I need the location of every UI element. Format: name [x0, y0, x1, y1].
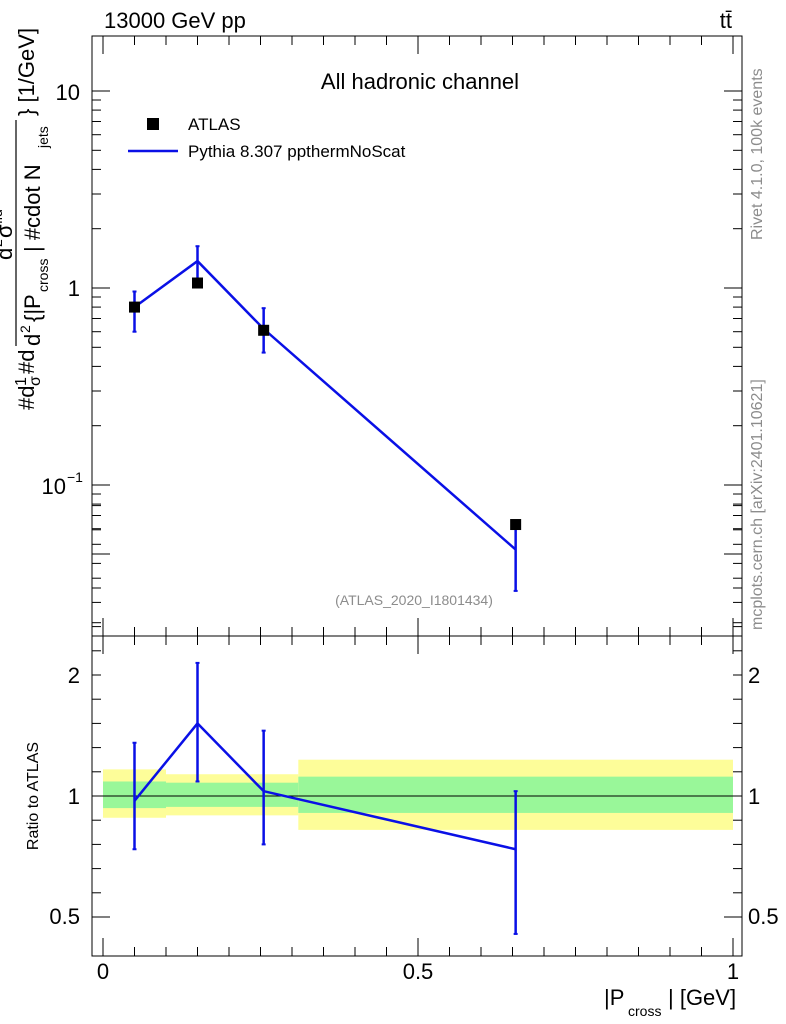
atlas-data-point: [258, 324, 270, 336]
ylabel-part-d1: #d: [14, 386, 39, 410]
source-label: mcplots.cern.ch [arXiv:2401.10621]: [749, 379, 766, 630]
mc-series-line: [133, 259, 517, 551]
ratio-axis-ticks: [92, 505, 742, 956]
atlas-data-point: [129, 301, 140, 313]
process-label: tt̄: [720, 8, 732, 33]
analysis-id-label: (ATLAS_2020_I1801434): [335, 592, 493, 608]
rivet-version-label: Rivet 4.1.0, 100k events: [749, 68, 766, 240]
ratio-y-tick-1-left: 1: [68, 784, 80, 809]
ylabel-part-units: } [1/GeV]: [14, 28, 39, 116]
ylabel-part-d2: #d: [14, 350, 39, 374]
ratio-y-axis-label: Ratio to ATLAS: [25, 742, 42, 850]
energy-label: 13000 GeV pp: [104, 8, 246, 33]
ratio-y-tick-0p5-left: 0.5: [49, 904, 80, 929]
ylabel-part-sq1: 2: [17, 325, 33, 333]
xlabel-part-p: |P: [604, 985, 624, 1010]
y-tick-label-0p1: 10: [42, 474, 66, 499]
main-y-axis-label: #d 1 σ #d d 2 {|P cross | #cdot N jets }…: [0, 28, 51, 410]
x-tick-0: 0: [97, 959, 109, 984]
main-plot-area: [129, 245, 522, 592]
x-tick-0p5: 0.5: [403, 959, 434, 984]
atlas-data-point: [510, 519, 522, 531]
ylabel-part-jets-sub: jets: [35, 126, 51, 149]
ylabel-part-d4: d: [0, 248, 17, 260]
x-tick-1: 1: [727, 959, 739, 984]
ratio-y-tick-1-right: 1: [748, 784, 760, 809]
ylabel-part-one: 1: [13, 377, 30, 386]
ylabel-part-d3: d: [20, 334, 45, 346]
y-tick-label-0p1-exponent: −1: [67, 469, 83, 485]
ylabel-part-fid: fid: [0, 209, 5, 224]
atlas-data-point: [192, 277, 203, 289]
ratio-plot-area: [92, 661, 742, 935]
y-tick-label-10: 10: [56, 80, 80, 105]
ylabel-part-cross-sub: cross: [35, 259, 51, 292]
ylabel-part-sq2: 2: [0, 239, 5, 247]
y-tick-label-1: 1: [68, 276, 80, 301]
ratio-y-tick-2-right: 2: [748, 663, 760, 688]
ylabel-part-cdot-n: | #cdot N: [20, 164, 45, 252]
ratio-y-tick-0p5-right: 0.5: [748, 904, 779, 929]
legend-data-marker: [147, 118, 159, 130]
x-axis-label: |P cross | [GeV]: [604, 985, 736, 1019]
ratio-y-tick-2-left: 2: [68, 663, 80, 688]
ratio-mc-line: [133, 721, 516, 851]
xlabel-part-units: | [GeV]: [668, 985, 736, 1010]
ylabel-part-pcross-open: {|P: [20, 294, 45, 322]
ylabel-part-sigma2: σ: [0, 224, 17, 238]
ylabel-part-sigma: σ: [27, 376, 44, 386]
legend-data-label: ATLAS: [188, 115, 241, 134]
legend-mc-label: Pythia 8.307 ppthermNoScat: [188, 142, 406, 161]
channel-title: All hadronic channel: [321, 69, 519, 94]
main-axis-ticks: [92, 36, 742, 636]
xlabel-part-cross: cross: [628, 1003, 661, 1019]
